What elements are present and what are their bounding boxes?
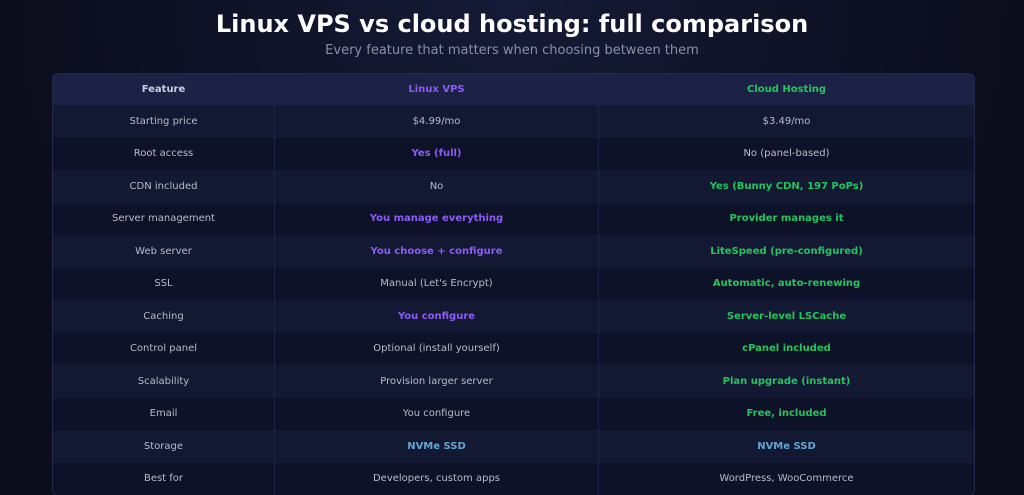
table-cell: Root access bbox=[53, 137, 275, 170]
table-cell: Server management bbox=[53, 202, 275, 235]
table-cell: NVMe SSD bbox=[275, 430, 599, 463]
table-cell: You configure bbox=[275, 300, 599, 333]
table-cell: Scalability bbox=[53, 365, 275, 398]
table-row: Caching You configure Server-level LSCache bbox=[53, 300, 974, 333]
table-row: Scalability Provision larger server Plan u… bbox=[53, 365, 974, 398]
table-row: CDN included No Yes (Bunny CDN, 197 PoPs) bbox=[53, 170, 974, 203]
table-cell: Free, included bbox=[746, 408, 827, 420]
table-cell: Automatic, auto-renewing bbox=[712, 278, 861, 290]
table-cell: Linux VPS bbox=[275, 74, 599, 105]
table-cell: NVMe SSD bbox=[757, 440, 816, 452]
table-cell: $4.99/mo bbox=[275, 105, 599, 138]
table-cell: You choose + configure bbox=[275, 235, 599, 268]
table-cell: LiteSpeed (pre-configured) bbox=[710, 245, 863, 257]
table-row: Web server You choose + configure LiteSpee… bbox=[53, 235, 974, 268]
comparison-table: Feature Linux VPS Cloud Hosting Starting pr… bbox=[52, 73, 975, 495]
table-cell: You configure bbox=[275, 397, 599, 430]
table-cell: Yes (full) bbox=[275, 137, 599, 170]
table-cell: cPanel included bbox=[742, 343, 831, 355]
table-cell: Manual (Let's Encrypt) bbox=[275, 267, 599, 300]
title: Linux VPS vs cloud hosting: full compari… bbox=[215, 10, 809, 38]
table-cell: Starting price bbox=[53, 105, 275, 138]
table-cell: No bbox=[275, 170, 599, 203]
table-cell: SSL bbox=[53, 267, 275, 300]
table-cell: Cloud Hosting bbox=[746, 84, 827, 95]
table-cell: $3.49/mo bbox=[762, 115, 811, 127]
table-row: Storage NVMe SSD NVMe SSD bbox=[53, 430, 974, 463]
table-row: Root access Yes (full) No (panel-based) bbox=[53, 137, 974, 170]
table-cell: Optional (install yourself) bbox=[275, 332, 599, 365]
table-cell: Caching bbox=[53, 300, 275, 333]
table-cell: Storage bbox=[53, 430, 275, 463]
table-cell: CDN included bbox=[53, 170, 275, 203]
table-row: Starting price $4.99/mo $3.49/mo bbox=[53, 105, 974, 138]
table-row: Server management You manage everything Pr… bbox=[53, 202, 974, 235]
table-cell: No (panel-based) bbox=[743, 148, 830, 160]
table-cell: Provision larger server bbox=[275, 365, 599, 398]
table-cell: Plan upgrade (instant) bbox=[722, 375, 851, 387]
table-cell: WordPress, WooCommerce bbox=[719, 473, 854, 485]
table-cell: Control panel bbox=[53, 332, 275, 365]
table-cell: Yes (Bunny CDN, 197 PoPs) bbox=[709, 180, 864, 192]
table-cell: Developers, custom apps bbox=[275, 462, 599, 495]
table-cell: Feature bbox=[53, 74, 275, 105]
table-row: SSL Manual (Let's Encrypt) Automatic, auto… bbox=[53, 267, 974, 300]
header-row: Feature Linux VPS Cloud Hosting bbox=[53, 74, 974, 105]
table-cell: You manage everything bbox=[275, 202, 599, 235]
table-cell: Best for bbox=[53, 462, 275, 495]
table-cell: Email bbox=[53, 397, 275, 430]
table-row: Control panel Optional (install yourself)… bbox=[53, 332, 974, 365]
table-cell: Web server bbox=[53, 235, 275, 268]
table-row: Best for Developers, custom apps WordPress… bbox=[53, 462, 974, 495]
table-cell: Provider manages it bbox=[729, 213, 844, 225]
table-cell: Server-level LSCache bbox=[726, 310, 847, 322]
table-row: Email You configure Free, included bbox=[53, 397, 974, 430]
subtitle: Every feature that matters when choosing… bbox=[325, 43, 699, 58]
